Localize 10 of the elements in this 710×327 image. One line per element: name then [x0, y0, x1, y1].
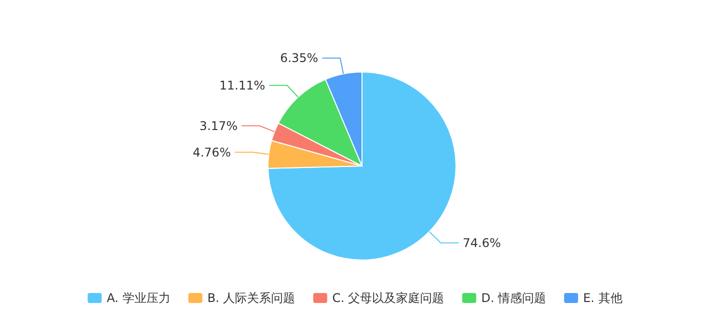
data-label: 4.76%: [192, 145, 231, 160]
legend-label: A. 学业压力: [106, 291, 170, 305]
data-label: 11.11%: [219, 78, 266, 92]
legend-label: D. 情感问题: [481, 291, 546, 305]
legend-label: C. 父母以及家庭问题: [332, 291, 444, 305]
data-label: 6.35%: [280, 51, 318, 66]
data-label: 74.6%: [462, 236, 501, 250]
legend-label: E. 其他: [583, 291, 622, 305]
legend-label: B. 人际关系问题: [207, 291, 296, 305]
data-label: 3.17%: [199, 118, 238, 133]
